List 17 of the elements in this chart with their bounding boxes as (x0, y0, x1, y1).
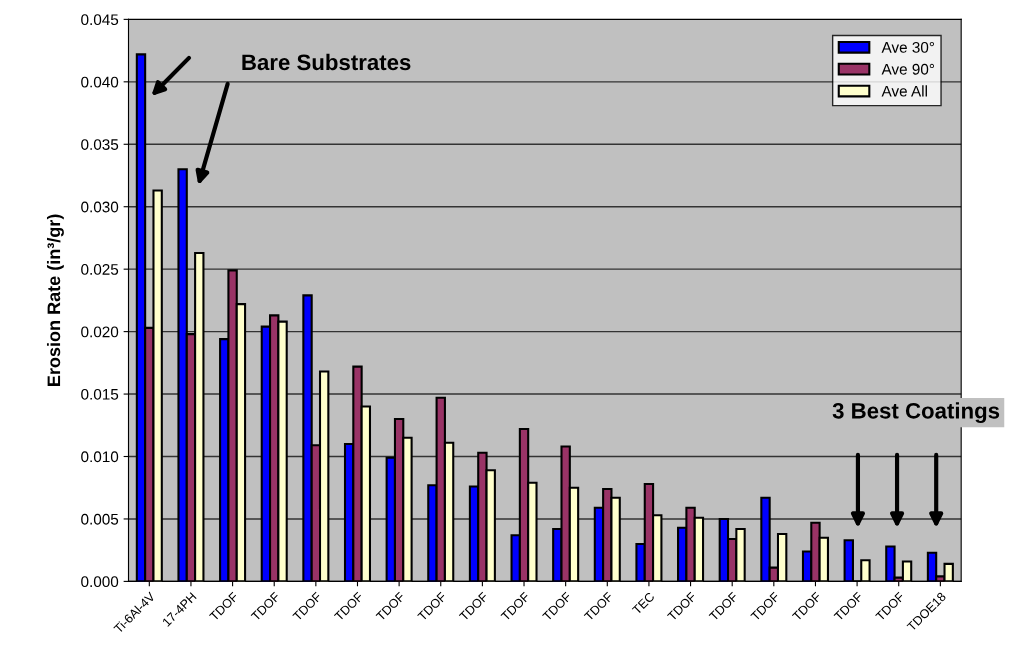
y-axis-title: Erosion Rate (in³/gr) (46, 214, 64, 386)
legend-label: Ave All (881, 85, 927, 97)
y-tick-label: 0.020 (81, 326, 119, 338)
y-tick-label: 0.015 (81, 388, 119, 400)
y-tick-label: 0.040 (81, 76, 119, 88)
legend-label: Ave 30° (881, 41, 935, 53)
y-tick-label: 0.035 (81, 139, 119, 150)
x-tick-label: TEC (631, 591, 656, 616)
y-tick-label: 0.025 (81, 264, 119, 275)
y-tick-label: 0.010 (81, 451, 119, 463)
y-tick-label: 0.005 (81, 513, 119, 525)
annotation: 3 Best Coatings (832, 402, 1000, 424)
legend-label: Ave 90° (881, 63, 935, 75)
y-tick-label: 0.000 (81, 576, 119, 588)
annotation: Bare Substrates (242, 53, 411, 71)
y-tick-label: 0.030 (81, 201, 119, 213)
y-tick-label: 0.045 (81, 14, 119, 26)
